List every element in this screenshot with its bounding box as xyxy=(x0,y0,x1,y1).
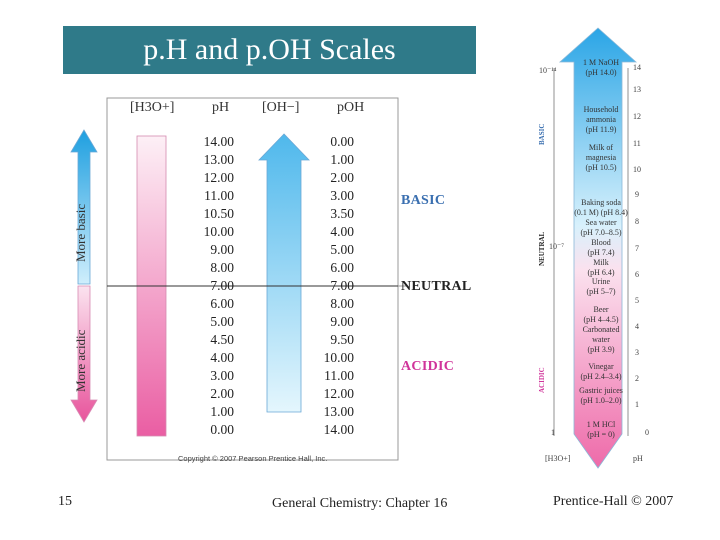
poh-value: 3.50 xyxy=(330,206,354,221)
oh-gradient-arrow xyxy=(258,133,310,413)
ph-tick: 14 xyxy=(633,63,641,72)
ph-value: 13.00 xyxy=(203,152,234,167)
more-acidic-label: More acidic xyxy=(73,329,88,392)
left-scale-graphics xyxy=(70,97,408,461)
side-label-acidic: ACIDIC xyxy=(538,367,546,393)
header-ph: pH xyxy=(212,100,230,115)
more-basic-label: More basic xyxy=(73,203,88,262)
ph-value: 1.00 xyxy=(210,404,234,419)
ph-tick: 4 xyxy=(635,322,639,331)
axis-label-ph: pH xyxy=(633,454,643,463)
conc-label-mid: 10⁻⁷ xyxy=(549,242,565,251)
poh-value: 10.00 xyxy=(323,350,354,365)
poh-value: 6.00 xyxy=(330,260,354,275)
poh-value: 0.00 xyxy=(330,134,354,149)
substance-naoh: 1 M NaOH (pH 14.0) xyxy=(583,58,619,77)
poh-value: 1.00 xyxy=(330,152,354,167)
substance-hcl: 1 M HCl (pH = 0) xyxy=(586,420,616,439)
slide-number: 15 xyxy=(58,494,72,509)
more-basic-arrow xyxy=(70,129,98,285)
poh-value: 14.00 xyxy=(323,422,354,437)
substance-blood-milk: Blood (pH 7.4) Milk (pH 6.4) xyxy=(587,238,615,277)
poh-value: 5.00 xyxy=(330,242,354,257)
ph-tick: 8 xyxy=(635,217,639,226)
poh-value: 9.00 xyxy=(330,314,354,329)
ph-tick: 7 xyxy=(635,244,639,253)
more-acidic-arrow xyxy=(70,285,98,423)
ph-tick: 2 xyxy=(635,374,639,383)
poh-value: 13.00 xyxy=(323,404,354,419)
poh-value: 7.00 xyxy=(330,278,354,293)
ph-tick: 1 xyxy=(635,400,639,409)
header-oh: [OH−] xyxy=(262,100,300,115)
ph-value: 14.00 xyxy=(203,134,234,149)
poh-value: 12.00 xyxy=(323,386,354,401)
poh-value: 3.00 xyxy=(330,188,354,203)
ph-value: 10.50 xyxy=(203,206,234,221)
ph-tick: 5 xyxy=(635,296,639,305)
ph-tick: 9 xyxy=(635,190,639,199)
substance-vinegar: Vinegar (pH 2.4–3.4) xyxy=(580,362,622,381)
ph-value: 12.00 xyxy=(203,170,234,185)
poh-value: 9.50 xyxy=(330,332,354,347)
ph-value: 7.00 xyxy=(210,278,234,293)
basic-zone-label: BASIC xyxy=(401,193,446,208)
ph-value: 11.00 xyxy=(204,188,234,203)
ph-tick: 6 xyxy=(635,270,639,279)
copyright-note: Copyright © 2007 Pearson Prentice Hall, … xyxy=(178,454,328,463)
title-bar xyxy=(63,26,476,74)
ph-scale-arrow xyxy=(558,27,638,469)
side-label-neutral: NEUTRAL xyxy=(538,231,546,266)
ph-value: 9.00 xyxy=(210,242,234,257)
right-scale-panel xyxy=(530,24,660,472)
poh-value: 2.00 xyxy=(330,170,354,185)
ph-tick: 11 xyxy=(633,139,641,148)
acidic-zone-label: ACIDIC xyxy=(401,359,455,374)
side-label-basic: BASIC xyxy=(538,123,546,145)
poh-value: 4.00 xyxy=(330,224,354,239)
substance-magnesia: Milk of magnesia (pH 10.5) xyxy=(585,143,617,172)
ph-tick: 12 xyxy=(633,112,641,121)
ph-value: 0.00 xyxy=(210,422,234,437)
ph-tick: 10 xyxy=(633,165,641,174)
ph-value: 4.00 xyxy=(210,350,234,365)
ph-tick: 0 xyxy=(645,428,649,437)
poh-value: 8.00 xyxy=(330,296,354,311)
right-scale-graphics xyxy=(553,27,638,469)
footer-right: Prentice-Hall © 2007 xyxy=(553,494,674,509)
ph-value: 4.50 xyxy=(210,332,234,347)
neutral-zone-label: NEUTRAL xyxy=(401,279,472,294)
slide-title: p.H and p.OH Scales xyxy=(143,33,396,66)
header-poh: pOH xyxy=(337,100,365,115)
ph-tick: 3 xyxy=(635,348,639,357)
substance-beer: Beer (pH 4–4.5) Carbonated water (pH 3.9… xyxy=(582,305,620,354)
conc-label-top: 10⁻¹⁴ xyxy=(539,66,557,75)
poh-column: 0.00 1.00 2.00 3.00 3.50 4.00 5.00 6.00 … xyxy=(314,133,354,439)
conc-label-bottom: 1 xyxy=(551,428,555,437)
substance-ammonia: Household ammonia (pH 11.9) xyxy=(583,105,619,134)
ph-value: 2.00 xyxy=(210,386,234,401)
substance-urine: Urine (pH 5–7) xyxy=(586,277,616,296)
ph-tick: 13 xyxy=(633,85,641,94)
ph-value: 5.00 xyxy=(210,314,234,329)
ph-value: 10.00 xyxy=(203,224,234,239)
header-h3o: [H3O+] xyxy=(130,100,175,115)
table-frame xyxy=(106,97,399,461)
footer-center: General Chemistry: Chapter 16 xyxy=(272,496,448,511)
ph-value: 6.00 xyxy=(210,296,234,311)
axis-label-h3o: [H3O+] xyxy=(545,454,571,463)
substance-gastric: Gastric juices (pH 1.0–2.0) xyxy=(579,386,623,405)
ph-value: 3.00 xyxy=(210,368,234,383)
substance-baking-soda: Baking soda (0.1 M) (pH 8.4) Sea water (… xyxy=(574,198,628,237)
ph-value: 8.00 xyxy=(210,260,234,275)
poh-value: 11.00 xyxy=(324,368,354,383)
left-scale-panel xyxy=(60,96,480,466)
ph-column: 14.00 13.00 12.00 11.00 10.50 10.00 9.00… xyxy=(194,133,234,439)
